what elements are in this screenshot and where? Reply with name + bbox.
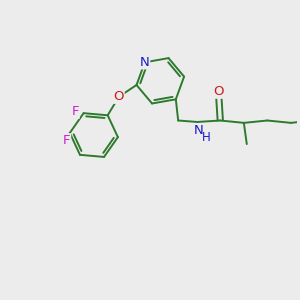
Text: F: F (63, 134, 70, 147)
Text: O: O (114, 90, 124, 103)
Text: O: O (214, 85, 224, 98)
Text: N: N (194, 124, 204, 137)
Text: H: H (202, 131, 211, 144)
Text: N: N (140, 56, 150, 69)
Text: F: F (72, 105, 79, 118)
